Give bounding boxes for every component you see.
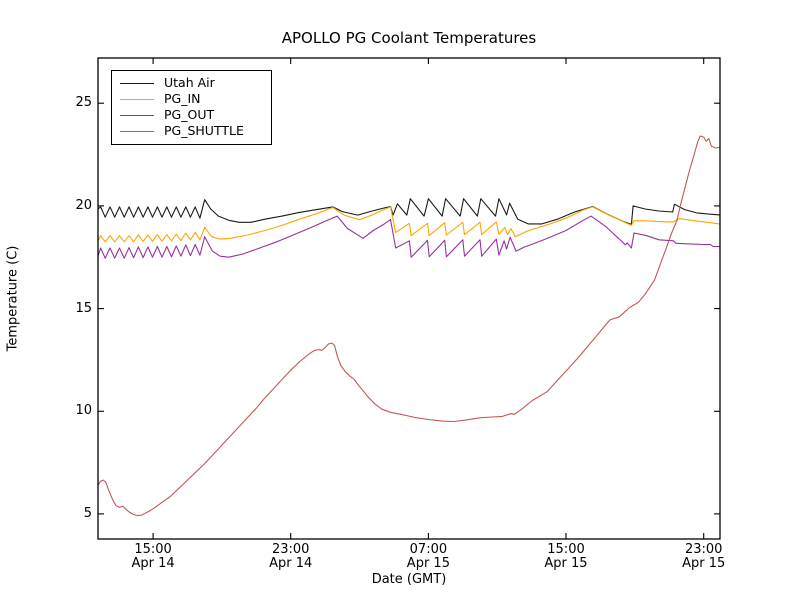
y-axis-label: Temperature (C) (5, 245, 21, 352)
axes-frame (97, 57, 721, 540)
x-tick-label: 15:00 Apr 14 (131, 542, 175, 571)
y-tick-label: 20 (75, 197, 92, 213)
series-line-pg-out (98, 215, 720, 259)
y-tick-label: 5 (83, 505, 92, 521)
x-tick-label: 23:00 Apr 14 (269, 542, 313, 571)
x-tick-label: 07:00 Apr 15 (406, 542, 450, 571)
chart-title: APOLLO PG Coolant Temperatures (281, 29, 537, 47)
legend-label: Utah Air (164, 75, 215, 90)
series-line-pg-shuttle (98, 135, 720, 517)
legend-item-utah-air: Utah Air (120, 75, 263, 91)
series-line-pg-in (98, 206, 720, 243)
x-tick-label: 23:00 Apr 15 (682, 542, 726, 571)
legend-label: PG_SHUTTLE (164, 123, 244, 138)
pg-out-line-swatch (120, 114, 154, 116)
legend-label: PG_IN (164, 91, 201, 106)
series-line-utah-air (98, 198, 720, 225)
y-tick-label: 15 (75, 300, 92, 316)
legend-label: PG_OUT (164, 107, 215, 122)
y-tick-label: 25 (75, 95, 92, 111)
legend-item-pg-out: PG_OUT (120, 107, 263, 123)
x-axis-label: Date (GMT) (371, 572, 447, 587)
y-tick-label: 10 (75, 403, 92, 419)
pg-in-line-swatch (120, 98, 154, 100)
pg-shuttle-line-swatch (120, 130, 154, 132)
legend: Utah Air PG_IN PG_OUT PG_SHUTTLE (111, 70, 272, 145)
utah-air-line-swatch (120, 82, 154, 84)
legend-item-pg-in: PG_IN (120, 91, 263, 107)
legend-item-pg-shuttle: PG_SHUTTLE (120, 123, 263, 139)
x-tick-label: 15:00 Apr 15 (544, 542, 588, 571)
